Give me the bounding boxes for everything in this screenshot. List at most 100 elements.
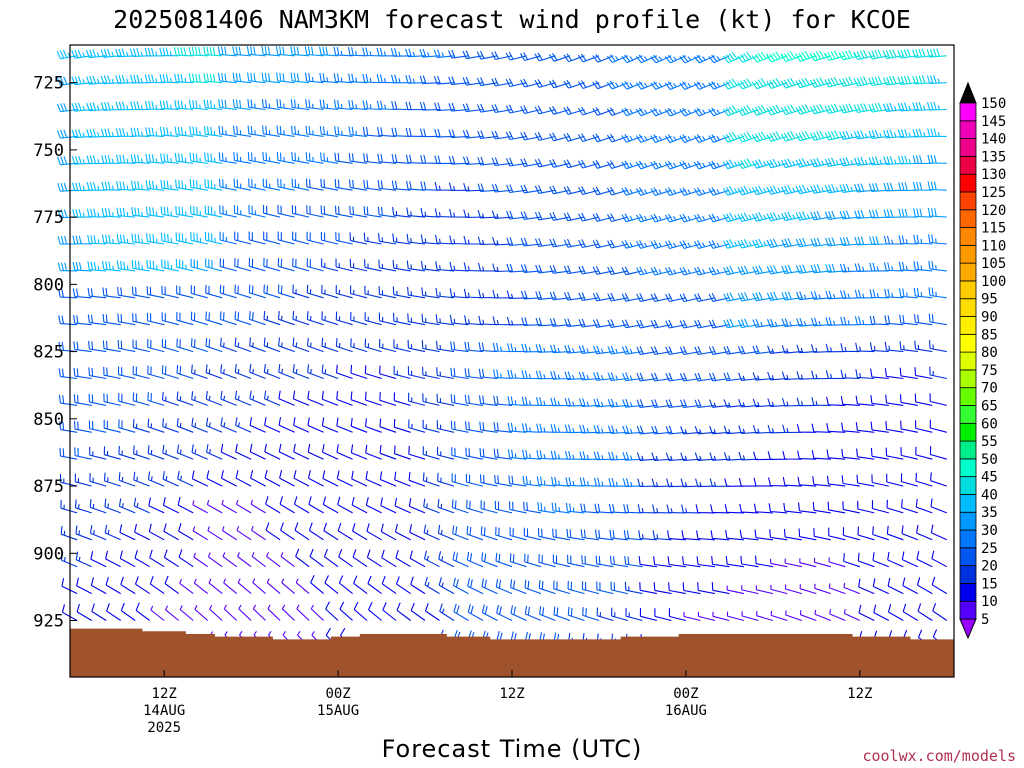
wind-barb — [335, 285, 353, 299]
wind-barb — [856, 474, 875, 487]
wind-barb — [307, 417, 324, 433]
wind-barb — [422, 446, 440, 460]
wind-barb — [797, 476, 817, 487]
wind-barb — [277, 178, 295, 191]
wind-barb — [134, 523, 150, 541]
wind-barb — [857, 526, 875, 541]
wind-barb — [887, 577, 904, 595]
wind-barb — [338, 549, 353, 568]
wind-barb — [606, 80, 629, 90]
wind-barb — [622, 451, 643, 461]
wind-barb — [279, 469, 295, 487]
wind-barb — [737, 212, 759, 223]
wind-barb — [131, 260, 150, 272]
wind-barb — [930, 498, 948, 514]
wind-barb — [857, 552, 875, 568]
wind-barb — [550, 397, 571, 407]
wind-barb — [810, 317, 831, 327]
wind-barb — [592, 54, 614, 63]
wind-barb — [89, 499, 107, 514]
wind-barb — [929, 393, 947, 406]
wind-barb — [868, 156, 889, 166]
wind-barb — [899, 341, 918, 353]
wind-barb — [608, 477, 628, 487]
wind-barb — [103, 393, 121, 406]
wind-barb — [552, 554, 571, 568]
colorbar-label: 105 — [981, 256, 1006, 272]
wind-barb — [218, 178, 237, 191]
wind-barb — [71, 76, 92, 86]
wind-barb — [809, 50, 831, 62]
wind-barb — [780, 104, 802, 116]
wind-barb — [491, 77, 513, 87]
wind-barb — [900, 447, 918, 460]
wind-barb — [189, 179, 208, 191]
wind-barb — [479, 421, 498, 433]
wind-barb — [291, 125, 310, 137]
wind-barb — [204, 178, 223, 191]
wind-barb — [521, 343, 542, 353]
wind-barb — [74, 499, 92, 514]
wind-barb — [766, 291, 788, 301]
wind-barb — [767, 451, 788, 460]
wind-barb — [278, 417, 295, 433]
wind-barb — [235, 470, 252, 487]
wind-barb — [220, 364, 237, 380]
wind-barb — [249, 337, 266, 353]
wind-barb — [886, 473, 904, 487]
wind-barb — [321, 337, 339, 353]
wind-barb — [839, 236, 860, 246]
wind-barb — [465, 447, 484, 460]
wind-barb — [393, 365, 411, 380]
wind-barb — [737, 131, 759, 143]
wind-barb — [481, 578, 498, 595]
wind-barb — [635, 160, 658, 170]
wind-barb — [766, 318, 788, 328]
wind-barb — [130, 101, 150, 111]
x-tick-label: 12Z — [847, 686, 872, 702]
wind-barb — [752, 212, 774, 222]
wind-barb — [624, 581, 643, 595]
wind-barb — [928, 260, 947, 272]
wind-barb — [885, 421, 904, 433]
wind-barb — [753, 503, 773, 514]
wind-barb — [781, 185, 802, 195]
wind-barb — [335, 232, 353, 245]
wind-barb — [708, 266, 730, 276]
wind-barb — [810, 264, 831, 274]
wind-barb — [251, 525, 266, 541]
wind-barb — [72, 288, 92, 299]
wind-barb — [377, 206, 397, 218]
wind-barb — [437, 446, 455, 460]
wind-barb — [160, 206, 179, 218]
wind-barb — [194, 605, 209, 621]
wind-barb — [204, 152, 223, 164]
wind-barb — [190, 311, 208, 326]
wind-barb — [325, 601, 339, 621]
wind-barb — [378, 286, 397, 299]
wind-speed-colorbar: 5101520253035404550556065707580859095100… — [959, 81, 1006, 640]
wind-barb — [869, 236, 889, 245]
wind-barb — [769, 529, 788, 541]
wind-barb — [842, 501, 860, 514]
wind-barb — [435, 287, 455, 299]
wind-barb — [406, 233, 426, 245]
wind-barb — [886, 525, 904, 541]
wind-barb — [205, 417, 223, 433]
colorbar-swatch — [959, 422, 977, 442]
wind-barb — [336, 444, 353, 460]
wind-barb — [814, 609, 832, 622]
wind-barb — [91, 603, 107, 621]
wind-barb — [75, 525, 92, 541]
wind-barb — [132, 392, 150, 406]
wind-barb — [679, 293, 701, 303]
wind-barb — [781, 264, 802, 275]
wind-barb — [582, 607, 600, 622]
wind-barb — [379, 338, 397, 353]
wind-barb — [232, 46, 252, 57]
wind-barb — [464, 368, 484, 380]
wind-barb — [100, 48, 121, 58]
wind-barb — [293, 443, 310, 460]
wind-barb — [451, 473, 469, 487]
wind-barb — [319, 46, 339, 57]
